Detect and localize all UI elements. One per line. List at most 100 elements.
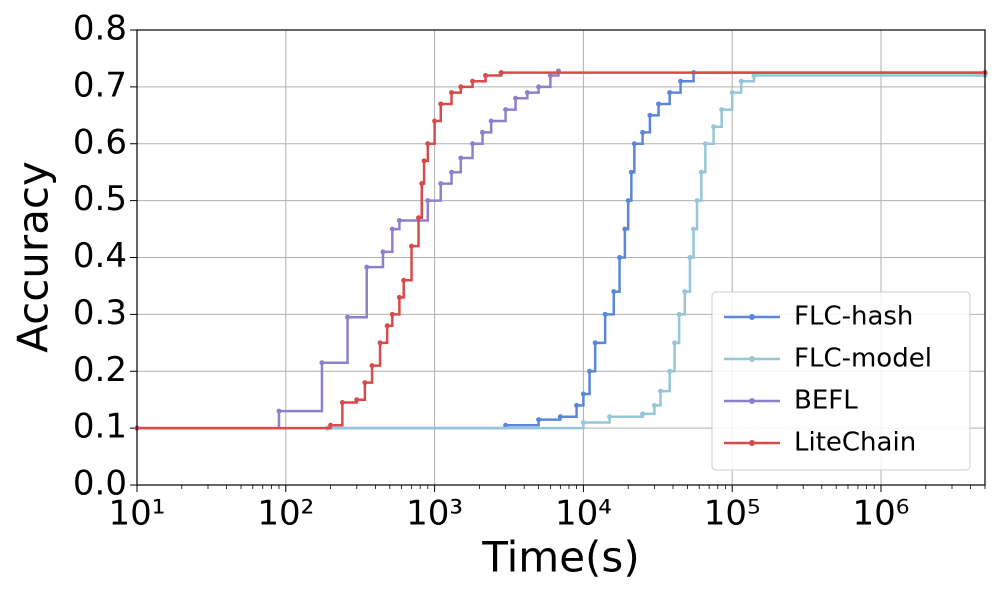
point-marker bbox=[432, 118, 438, 124]
x-tick-label: 10⁵ bbox=[704, 494, 761, 534]
point-marker bbox=[362, 380, 368, 386]
x-tick-label: 10³ bbox=[406, 494, 463, 534]
point-marker bbox=[409, 243, 415, 249]
point-marker bbox=[425, 198, 431, 204]
x-tick-label: 10² bbox=[257, 494, 314, 534]
point-marker bbox=[658, 388, 664, 394]
y-tick-label: 0.8 bbox=[73, 9, 127, 49]
point-marker bbox=[557, 414, 563, 420]
x-tick-label: 10¹ bbox=[109, 494, 166, 534]
point-marker bbox=[719, 107, 725, 113]
point-marker bbox=[622, 226, 628, 232]
point-marker bbox=[416, 215, 422, 221]
point-marker bbox=[647, 112, 653, 118]
point-marker bbox=[425, 141, 431, 147]
point-marker bbox=[580, 419, 586, 425]
legend-label: LiteChain bbox=[794, 428, 916, 458]
point-marker bbox=[678, 78, 684, 84]
point-marker bbox=[449, 169, 455, 175]
plot-frame bbox=[136, 29, 986, 486]
point-marker bbox=[691, 226, 697, 232]
y-tick-label: 0.3 bbox=[73, 293, 127, 333]
point-marker bbox=[607, 414, 613, 420]
point-marker bbox=[694, 198, 700, 204]
point-marker bbox=[470, 78, 476, 84]
point-marker bbox=[667, 368, 673, 374]
point-marker bbox=[751, 73, 757, 78]
point-marker bbox=[354, 397, 360, 403]
point-marker bbox=[676, 311, 682, 317]
point-marker bbox=[503, 107, 509, 113]
point-marker bbox=[711, 124, 717, 130]
point-marker bbox=[389, 226, 395, 232]
point-marker bbox=[687, 255, 693, 260]
point-marker bbox=[421, 158, 427, 164]
point-marker bbox=[524, 90, 530, 96]
point-marker bbox=[702, 141, 708, 147]
point-marker bbox=[698, 169, 704, 175]
legend-marker bbox=[749, 440, 755, 446]
point-marker bbox=[656, 101, 662, 107]
point-marker bbox=[384, 323, 390, 329]
series-line bbox=[327, 74, 985, 430]
y-tick-label: 0.6 bbox=[73, 122, 127, 162]
point-marker bbox=[651, 402, 657, 408]
point-marker bbox=[438, 181, 444, 187]
y-tick-label: 0.7 bbox=[73, 65, 127, 105]
x-tick-label: 10⁴ bbox=[555, 494, 612, 534]
point-marker bbox=[345, 314, 351, 320]
point-marker bbox=[628, 169, 634, 175]
point-marker bbox=[458, 84, 464, 90]
point-marker bbox=[617, 255, 623, 260]
point-marker bbox=[449, 90, 455, 96]
point-marker bbox=[438, 101, 444, 107]
point-marker bbox=[396, 218, 402, 224]
point-marker bbox=[513, 95, 519, 101]
point-marker bbox=[419, 181, 425, 187]
y-tick-label: 0.1 bbox=[73, 407, 127, 447]
point-marker bbox=[276, 408, 282, 414]
point-marker bbox=[580, 391, 586, 397]
series-line bbox=[137, 71, 985, 430]
point-marker bbox=[319, 360, 325, 366]
point-marker bbox=[328, 422, 334, 428]
point-marker bbox=[369, 363, 375, 369]
legend-label: FLC-model bbox=[794, 344, 932, 374]
point-marker bbox=[536, 417, 542, 423]
legend-label: FLC-hash bbox=[794, 302, 913, 332]
point-marker bbox=[640, 411, 646, 417]
legend-marker bbox=[749, 314, 755, 320]
point-marker bbox=[458, 155, 464, 161]
point-marker bbox=[498, 70, 504, 76]
y-axis-label: Accuracy bbox=[9, 161, 58, 353]
point-marker bbox=[389, 311, 395, 317]
y-tick-label: 0.4 bbox=[73, 236, 127, 276]
point-marker bbox=[592, 340, 598, 346]
point-marker bbox=[667, 90, 673, 96]
point-marker bbox=[470, 141, 476, 147]
point-marker bbox=[682, 289, 688, 295]
point-marker bbox=[640, 129, 646, 135]
point-marker bbox=[574, 402, 580, 408]
point-marker bbox=[380, 249, 386, 255]
point-marker bbox=[503, 422, 509, 428]
point-marker bbox=[738, 78, 744, 84]
point-marker bbox=[602, 311, 608, 317]
legend-marker bbox=[749, 398, 755, 404]
point-marker bbox=[480, 129, 486, 135]
point-marker bbox=[672, 340, 678, 346]
point-marker bbox=[396, 294, 402, 300]
legend-box bbox=[711, 291, 971, 471]
x-axis-label: Time(s) bbox=[481, 533, 639, 582]
point-marker bbox=[364, 264, 370, 270]
point-marker bbox=[587, 368, 593, 374]
legend-marker bbox=[749, 356, 755, 362]
point-marker bbox=[611, 289, 617, 295]
point-marker bbox=[547, 73, 553, 78]
point-marker bbox=[625, 198, 631, 204]
point-marker bbox=[536, 84, 542, 90]
y-tick-label: 0.2 bbox=[73, 350, 127, 390]
legend-label: BEFL bbox=[794, 386, 858, 416]
point-marker bbox=[483, 73, 489, 78]
